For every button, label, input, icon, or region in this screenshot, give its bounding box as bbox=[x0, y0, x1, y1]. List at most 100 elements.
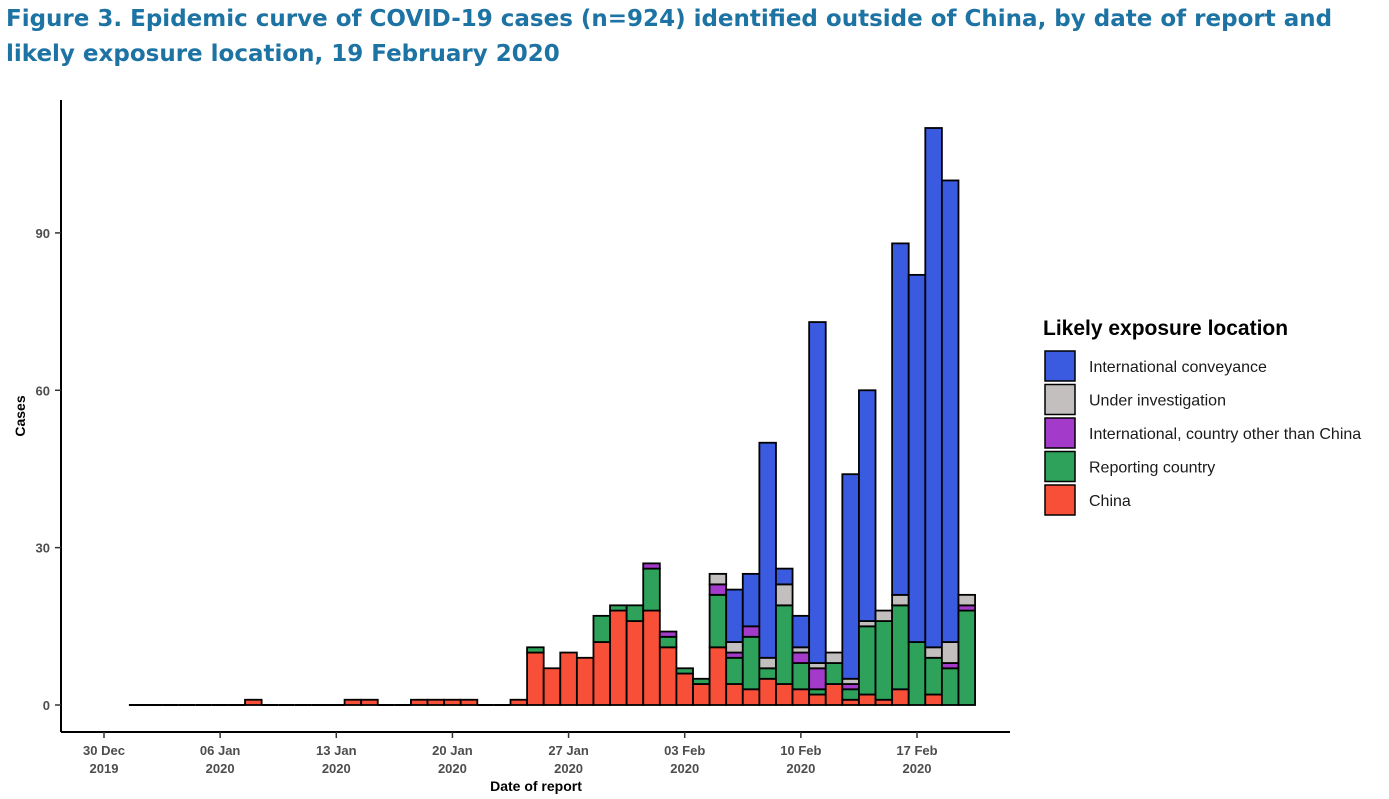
bar-segment-conveyance-2020-02-17 bbox=[907, 273, 927, 643]
bar-segment-china-2020-02-06 bbox=[725, 683, 744, 706]
bar-segment-china-2020-02-02 bbox=[658, 646, 678, 706]
bar-segment-under_inv-2020-02-08 bbox=[758, 656, 777, 670]
bar-segment-reporting-2020-02-18 bbox=[924, 656, 943, 696]
bar-segment-reporting-2020-02-13 bbox=[841, 688, 860, 701]
bar-segment-china-2020-01-18 bbox=[410, 698, 429, 706]
bar-segment-china-2020-01-28 bbox=[575, 656, 595, 706]
y-tick-label-0: 0 bbox=[43, 698, 50, 713]
bar-segment-under_inv-2020-02-06 bbox=[725, 641, 744, 654]
x-tick-label-2020-01-13: 13 Jan bbox=[316, 743, 357, 758]
y-tick-label-30: 30 bbox=[36, 541, 50, 556]
legend-swatch-intl_other bbox=[1044, 417, 1076, 449]
bar-segment-china-2020-02-09 bbox=[775, 683, 794, 706]
legend-swatch-reporting bbox=[1044, 450, 1076, 483]
x-tick-year-2020-02-17: 2020 bbox=[903, 761, 932, 776]
bar-segment-china-2020-02-05 bbox=[708, 646, 728, 706]
bar-segment-china-2020-02-08 bbox=[758, 677, 777, 706]
legend-title: Likely exposure location bbox=[1043, 317, 1288, 340]
legend-swatch-china bbox=[1044, 484, 1076, 516]
x-tick-label-2020-01-27: 27 Jan bbox=[548, 743, 589, 758]
bar-segment-reporting-2020-02-12 bbox=[824, 662, 844, 685]
bar-segment-conveyance-2020-02-06 bbox=[725, 588, 744, 643]
bar-segment-conveyance-2020-02-14 bbox=[858, 389, 877, 622]
bar-segment-reporting-2020-01-25 bbox=[526, 646, 545, 654]
bar-segment-intl_other-2020-02-01 bbox=[642, 562, 661, 570]
bar-segment-china-2020-02-12 bbox=[824, 683, 844, 706]
bar-segment-china-2020-02-14 bbox=[858, 693, 877, 706]
x-tick-year-2020-02-10: 2020 bbox=[786, 761, 815, 776]
bar-segment-intl_other-2020-02-07 bbox=[741, 625, 761, 638]
bars-layer bbox=[128, 127, 976, 706]
bar-segment-reporting-2020-01-30 bbox=[609, 604, 628, 612]
bar-segment-under_inv-2020-02-20 bbox=[957, 593, 976, 607]
bar-segment-reporting-2020-02-07 bbox=[741, 635, 761, 691]
bar-segment-china-2020-01-20 bbox=[443, 698, 462, 706]
bar-segment-under_inv-2020-02-15 bbox=[874, 609, 894, 622]
bar-segment-conveyance-2020-02-07 bbox=[741, 572, 761, 628]
bar-segment-china-2020-01-29 bbox=[592, 641, 611, 706]
bar-segment-under_inv-2020-02-18 bbox=[924, 646, 943, 659]
bar-segment-reporting-2020-02-05 bbox=[708, 593, 728, 649]
x-tick-year-2020-02-03: 2020 bbox=[670, 761, 699, 776]
legend: Likely exposure location International c… bbox=[1043, 317, 1361, 516]
bar-segment-reporting-2020-02-17 bbox=[907, 641, 927, 706]
bar-segment-reporting-2020-02-02 bbox=[658, 635, 678, 649]
bar-segment-china-2020-01-08 bbox=[244, 698, 263, 706]
legend-swatch-under_inv bbox=[1044, 383, 1076, 416]
x-tick-year-2020-01-27: 2020 bbox=[554, 761, 583, 776]
bar-segment-conveyance-2020-02-19 bbox=[940, 179, 960, 643]
bar-segment-china-2020-01-24 bbox=[509, 698, 528, 706]
bar-segment-reporting-2020-01-29 bbox=[592, 614, 611, 643]
bar-segment-reporting-2020-02-06 bbox=[725, 656, 744, 685]
bar-segment-conveyance-2020-02-08 bbox=[758, 441, 777, 659]
x-tick-year-2020-01-13: 2020 bbox=[322, 761, 351, 776]
x-tick-year-2020-01-20: 2020 bbox=[438, 761, 467, 776]
bar-segment-reporting-2020-02-15 bbox=[874, 620, 894, 701]
bar-segment-conveyance-2020-02-10 bbox=[791, 614, 811, 649]
bar-segment-reporting-2020-02-03 bbox=[675, 667, 694, 675]
bar-segment-china-2020-02-07 bbox=[741, 688, 761, 706]
bar-segment-reporting-2020-02-10 bbox=[791, 662, 811, 691]
bar-segment-conveyance-2020-02-16 bbox=[891, 242, 910, 596]
figure-title: Figure 3. Epidemic curve of COVID-19 cas… bbox=[6, 6, 1333, 67]
bar-segment-reporting-2020-02-04 bbox=[692, 677, 711, 685]
x-tick-label-2020-02-03: 03 Feb bbox=[664, 743, 705, 758]
x-tick-year-2019-12-30: 2019 bbox=[90, 761, 119, 776]
bar-segment-china-2020-01-31 bbox=[625, 620, 645, 706]
bar-segment-conveyance-2020-02-13 bbox=[841, 473, 860, 680]
bar-segment-conveyance-2020-02-11 bbox=[808, 321, 827, 664]
bar-segment-china-2020-01-21 bbox=[459, 698, 479, 706]
x-axis-title: Date of report bbox=[490, 778, 582, 794]
bar-segment-intl_other-2020-02-10 bbox=[791, 651, 811, 664]
bar-segment-under_inv-2020-02-16 bbox=[891, 593, 910, 607]
legend-label-conveyance: International conveyance bbox=[1089, 359, 1267, 376]
bar-segment-china-2020-01-27 bbox=[559, 651, 578, 706]
x-tick-label-2020-01-20: 20 Jan bbox=[432, 743, 473, 758]
bar-segment-reporting-2020-02-09 bbox=[775, 604, 794, 685]
x-ticks: 30 Dec 2019 06 Jan 2020 13 Jan 2020 20 Jan 2020… bbox=[83, 732, 938, 776]
bar-segment-reporting-2020-02-20 bbox=[957, 609, 976, 706]
legend-label-reporting: Reporting country bbox=[1089, 460, 1215, 477]
bar-segment-reporting-2020-02-08 bbox=[758, 667, 777, 680]
x-tick-year-2020-01-06: 2020 bbox=[206, 761, 235, 776]
bar-segment-reporting-2020-02-14 bbox=[858, 625, 877, 696]
bar-segment-under_inv-2020-02-09 bbox=[775, 583, 794, 607]
bar-segment-china-2020-02-18 bbox=[924, 693, 943, 706]
x-tick-label-2020-02-17: 17 Feb bbox=[896, 743, 937, 758]
x-tick-label-2019-12-30: 30 Dec bbox=[83, 743, 125, 758]
bar-segment-china-2020-01-26 bbox=[542, 667, 562, 706]
bar-segment-intl_other-2020-02-02 bbox=[658, 630, 678, 638]
legend-swatch-conveyance bbox=[1044, 350, 1076, 382]
y-ticks: 0 30 60 90 bbox=[36, 226, 61, 713]
bar-segment-intl_other-2020-02-05 bbox=[708, 583, 728, 596]
bar-segment-under_inv-2020-02-05 bbox=[708, 572, 728, 586]
y-axis-title: Cases bbox=[12, 395, 28, 436]
bar-segment-intl_other-2020-02-11 bbox=[808, 667, 827, 691]
bar-segment-reporting-2020-02-19 bbox=[940, 667, 960, 706]
x-tick-label-2020-02-10: 10 Feb bbox=[780, 743, 821, 758]
legend-label-intl_other: International, country other than China bbox=[1089, 426, 1361, 443]
legend-label-china: China bbox=[1089, 493, 1131, 510]
bar-segment-china-2020-02-04 bbox=[692, 683, 711, 706]
bar-segment-china-2020-01-19 bbox=[426, 698, 446, 706]
